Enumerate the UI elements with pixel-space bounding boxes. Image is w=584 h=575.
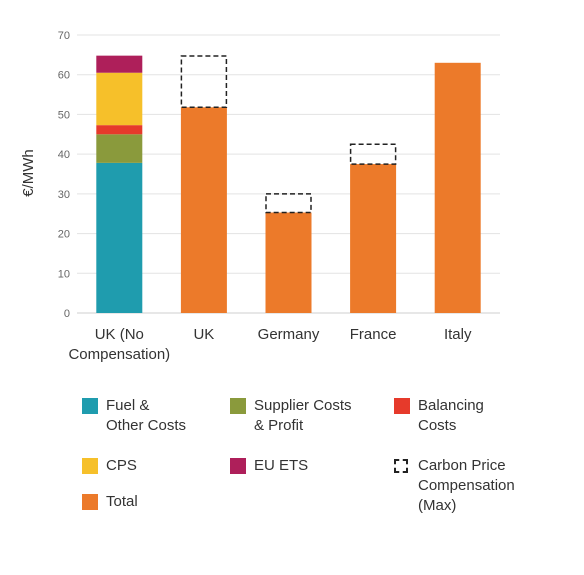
y-tick-label: 20	[58, 229, 70, 241]
legend-swatch	[82, 458, 98, 474]
legend-swatch	[230, 398, 246, 414]
legend-item-euets: EU ETS	[230, 456, 308, 476]
stacked-bar-chart: 0 10 20 30 40 50 60 70 UK (No Compensation) UK Ger…	[20, 30, 500, 363]
y-tick-label: 60	[58, 70, 70, 82]
legend-item-supplier: Supplier Costs & Profit	[230, 396, 352, 436]
y-tick-label: 50	[58, 109, 70, 121]
legend-item-compensation: Carbon Price Compensation (Max)	[394, 456, 515, 516]
y-tick-labels: 0 10 20 30 40 50 60 70	[58, 30, 70, 320]
legend-label: Supplier Costs & Profit	[254, 397, 352, 434]
legend-swatch	[82, 494, 98, 510]
legend-item-cps: CPS	[82, 456, 137, 476]
bars	[96, 55, 481, 313]
y-axis-label: €/MWh	[20, 149, 37, 197]
category-labels: UK (No Compensation) UK Germany France Italy	[68, 326, 472, 363]
x-tick-label: France	[350, 326, 397, 343]
bar-segment-cps	[96, 72, 143, 126]
legend-item-fuel: Fuel & Other Costs	[82, 396, 186, 436]
legend-label: Total	[106, 493, 138, 510]
legend-label: CPS	[106, 457, 137, 474]
bar-segment-euets	[96, 55, 143, 73]
bar-segment-supplier	[96, 134, 143, 163]
y-tick-label: 10	[58, 268, 70, 280]
x-tick-label: UK	[193, 326, 214, 343]
bar-segment-fuel	[96, 162, 143, 313]
bar-segment-total	[265, 212, 312, 313]
legend-item-balancing: Balancing Costs	[394, 396, 484, 436]
y-tick-label: 70	[58, 30, 70, 42]
legend-label: EU ETS	[254, 457, 309, 474]
bar-segment-balancing	[96, 125, 143, 135]
y-tick-label: 0	[64, 308, 70, 320]
bar-segment-total	[180, 107, 227, 313]
y-tick-label: 40	[58, 149, 70, 161]
bar-segment-total	[434, 62, 481, 313]
legend-item-total: Total	[82, 492, 138, 512]
legend-label: Carbon Price Compensation (Max)	[418, 457, 515, 514]
x-tick-label: Italy	[444, 326, 472, 343]
legend-label: Balancing Costs	[418, 397, 484, 434]
legend-swatch	[82, 398, 98, 414]
x-tick-label: UK (No Compensation)	[68, 326, 170, 363]
y-tick-label: 30	[58, 189, 70, 201]
legend-swatch	[394, 398, 410, 414]
legend-label: Fuel & Other Costs	[106, 397, 187, 434]
bar-segment-total	[350, 164, 397, 313]
bar-segment-compensation	[265, 193, 312, 214]
x-tick-label: Germany	[258, 326, 320, 343]
legend-swatch	[394, 459, 408, 473]
legend-swatch	[230, 458, 246, 474]
bar-segment-compensation	[180, 55, 228, 109]
